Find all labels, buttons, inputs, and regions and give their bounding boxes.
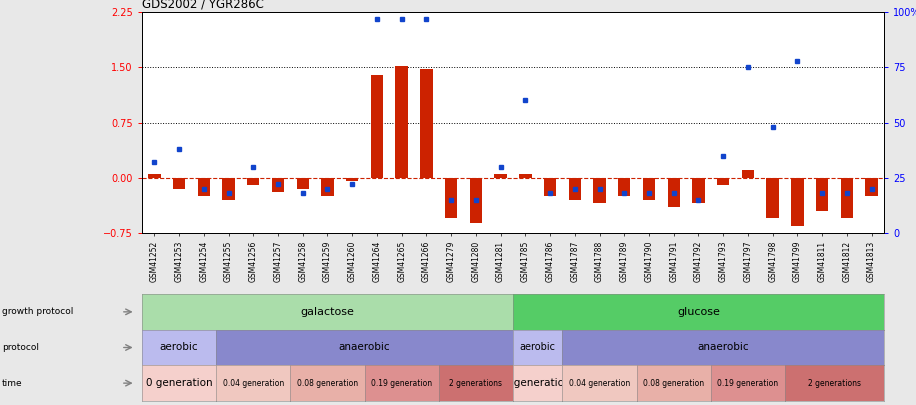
Text: 0 generation: 0 generation [146, 378, 213, 388]
Text: anaerobic: anaerobic [339, 343, 390, 352]
Bar [173, 178, 185, 189]
Bar [544, 178, 556, 196]
Bar [643, 178, 655, 200]
Bar [223, 178, 234, 200]
Text: time: time [2, 379, 23, 388]
Bar [594, 178, 605, 203]
Text: 0.08 generation: 0.08 generation [643, 379, 704, 388]
Bar [618, 178, 630, 196]
Text: 2 generations: 2 generations [450, 379, 502, 388]
Bar [198, 178, 210, 196]
Text: aerobic: aerobic [159, 343, 199, 352]
Bar [717, 178, 729, 185]
Bar [297, 178, 309, 189]
Bar [322, 178, 333, 196]
Bar [866, 178, 878, 196]
Bar [445, 178, 457, 218]
Text: 0.08 generation: 0.08 generation [297, 379, 358, 388]
Bar [148, 174, 160, 178]
Text: 2 generations: 2 generations [808, 379, 861, 388]
Text: 0 generation: 0 generation [505, 378, 571, 388]
Bar [396, 66, 408, 178]
Text: galactose: galactose [300, 307, 354, 317]
Bar [519, 174, 531, 178]
Bar [371, 75, 383, 178]
Bar [791, 178, 803, 226]
Bar [841, 178, 853, 218]
Bar [495, 174, 507, 178]
Text: growth protocol: growth protocol [2, 307, 73, 316]
Bar [742, 171, 754, 178]
Bar [668, 178, 680, 207]
Bar [692, 178, 704, 203]
Bar [346, 178, 358, 181]
Bar [569, 178, 581, 200]
Text: GDS2002 / YGR286C: GDS2002 / YGR286C [142, 0, 264, 11]
Text: glucose: glucose [677, 307, 720, 317]
Bar [767, 178, 779, 218]
Bar [816, 178, 828, 211]
Bar [272, 178, 284, 192]
Bar [420, 69, 432, 178]
Text: 0.19 generation: 0.19 generation [717, 379, 779, 388]
Text: 0.04 generation: 0.04 generation [223, 379, 284, 388]
Text: protocol: protocol [2, 343, 38, 352]
Text: anaerobic: anaerobic [697, 343, 749, 352]
Bar [470, 178, 482, 223]
Text: 0.19 generation: 0.19 generation [371, 379, 432, 388]
Bar [247, 178, 259, 185]
Text: 0.04 generation: 0.04 generation [569, 379, 630, 388]
Text: aerobic: aerobic [519, 343, 556, 352]
